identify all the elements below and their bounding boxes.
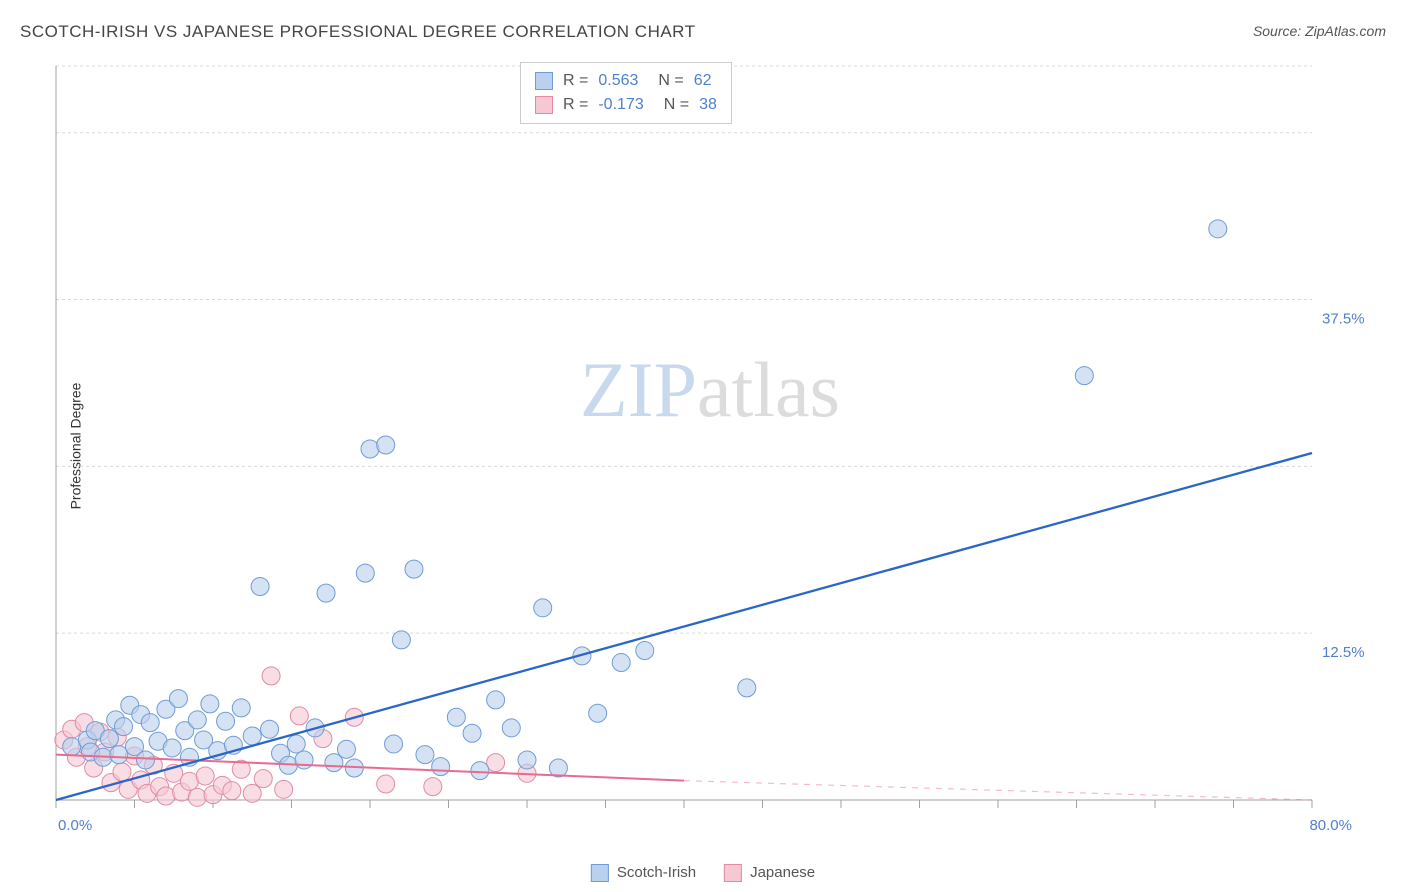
legend-square-icon <box>724 864 742 882</box>
legend-square-scotch-irish <box>535 72 553 90</box>
svg-text:80.0%: 80.0% <box>1309 817 1352 834</box>
statistics-box: R = 0.563 N = 62 R = -0.173 N = 38 <box>520 62 732 124</box>
stat-n-label: N = <box>658 69 683 93</box>
stat-row-japanese: R = -0.173 N = 38 <box>535 93 717 117</box>
source-name: ZipAtlas.com <box>1305 23 1386 39</box>
stat-r-value-japanese: -0.173 <box>598 93 643 117</box>
svg-text:12.5%: 12.5% <box>1322 644 1365 661</box>
legend-square-japanese <box>535 96 553 114</box>
legend-item-japanese: Japanese <box>724 864 815 882</box>
stat-n-value-scotch-irish: 62 <box>694 69 712 93</box>
legend-item-scotch-irish: Scotch-Irish <box>591 864 696 882</box>
svg-text:37.5%: 37.5% <box>1322 311 1365 328</box>
stat-row-scotch-irish: R = 0.563 N = 62 <box>535 69 717 93</box>
chart-title: SCOTCH-IRISH VS JAPANESE PROFESSIONAL DE… <box>20 22 696 42</box>
scatter-chart: 12.5% 37.5% 0.0% 80.0% <box>50 58 1370 848</box>
legend-label: Scotch-Irish <box>617 864 696 881</box>
legend-square-icon <box>591 864 609 882</box>
stat-n-value-japanese: 38 <box>699 93 717 117</box>
svg-text:0.0%: 0.0% <box>58 817 92 834</box>
source-attribution: Source: ZipAtlas.com <box>1253 23 1386 41</box>
stat-n-label: N = <box>664 93 689 117</box>
stat-r-label: R = <box>563 93 588 117</box>
legend-label: Japanese <box>750 864 815 881</box>
stat-r-label: R = <box>563 69 588 93</box>
plot-area: 12.5%37.5%0.0%80.0% ZIPatlas R = 0.563 N… <box>50 58 1370 848</box>
x-axis-legend: Scotch-Irish Japanese <box>591 864 815 882</box>
stat-r-value-scotch-irish: 0.563 <box>598 69 638 93</box>
source-prefix: Source: <box>1253 23 1305 39</box>
